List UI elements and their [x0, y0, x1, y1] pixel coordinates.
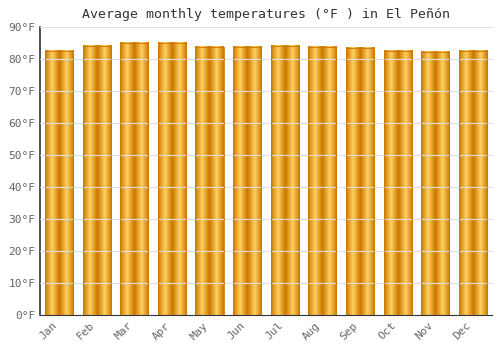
Bar: [458, 51, 487, 315]
Bar: [308, 47, 336, 315]
Bar: [233, 47, 261, 315]
Bar: [82, 46, 110, 315]
Bar: [384, 51, 411, 315]
Bar: [196, 47, 224, 315]
Bar: [270, 46, 299, 315]
Bar: [45, 51, 73, 315]
Bar: [120, 43, 148, 315]
Bar: [346, 48, 374, 315]
Title: Average monthly temperatures (°F ) in El Peñón: Average monthly temperatures (°F ) in El…: [82, 8, 450, 21]
Bar: [158, 43, 186, 315]
Bar: [421, 52, 450, 315]
